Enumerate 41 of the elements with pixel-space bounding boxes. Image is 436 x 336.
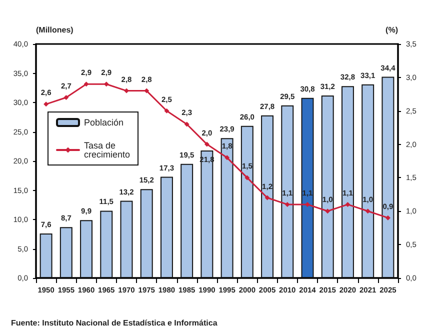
- bar: [160, 176, 173, 278]
- legend-label: Tasa de crecimiento: [84, 140, 130, 160]
- bar: [120, 200, 133, 278]
- point: [365, 208, 370, 214]
- point: [84, 82, 89, 87]
- point: [104, 82, 109, 87]
- point: [124, 88, 129, 94]
- point: [325, 208, 330, 214]
- bar: [60, 227, 72, 278]
- point: [284, 202, 290, 207]
- point: [305, 202, 310, 207]
- bar: [341, 86, 354, 278]
- bar: [100, 210, 113, 278]
- bar: [382, 76, 394, 278]
- bar: [200, 150, 214, 278]
- legend-label: Población: [84, 118, 124, 128]
- point: [164, 108, 170, 114]
- bar: [281, 105, 294, 278]
- bar: [80, 220, 93, 278]
- point: [44, 102, 49, 107]
- point: [385, 215, 390, 220]
- point: [64, 94, 69, 100]
- bar: [220, 138, 234, 278]
- bar: [240, 126, 254, 278]
- bar: [261, 115, 274, 278]
- bar: [40, 234, 52, 278]
- point: [345, 202, 350, 207]
- point: [204, 142, 210, 147]
- bar: [140, 189, 153, 278]
- source-note: Fuente: Instituto Nacional de Estadística e Informática: [11, 318, 218, 328]
- point: [224, 155, 230, 160]
- y2-axis-title: (%): [386, 26, 398, 34]
- point: [184, 122, 190, 127]
- bar: [301, 98, 314, 278]
- bar: [362, 84, 374, 278]
- point: [144, 88, 150, 94]
- bar: [180, 164, 194, 278]
- y-axis-title: (Millones): [36, 26, 74, 34]
- point: [264, 195, 270, 200]
- bar: [321, 95, 334, 278]
- point: [244, 175, 250, 180]
